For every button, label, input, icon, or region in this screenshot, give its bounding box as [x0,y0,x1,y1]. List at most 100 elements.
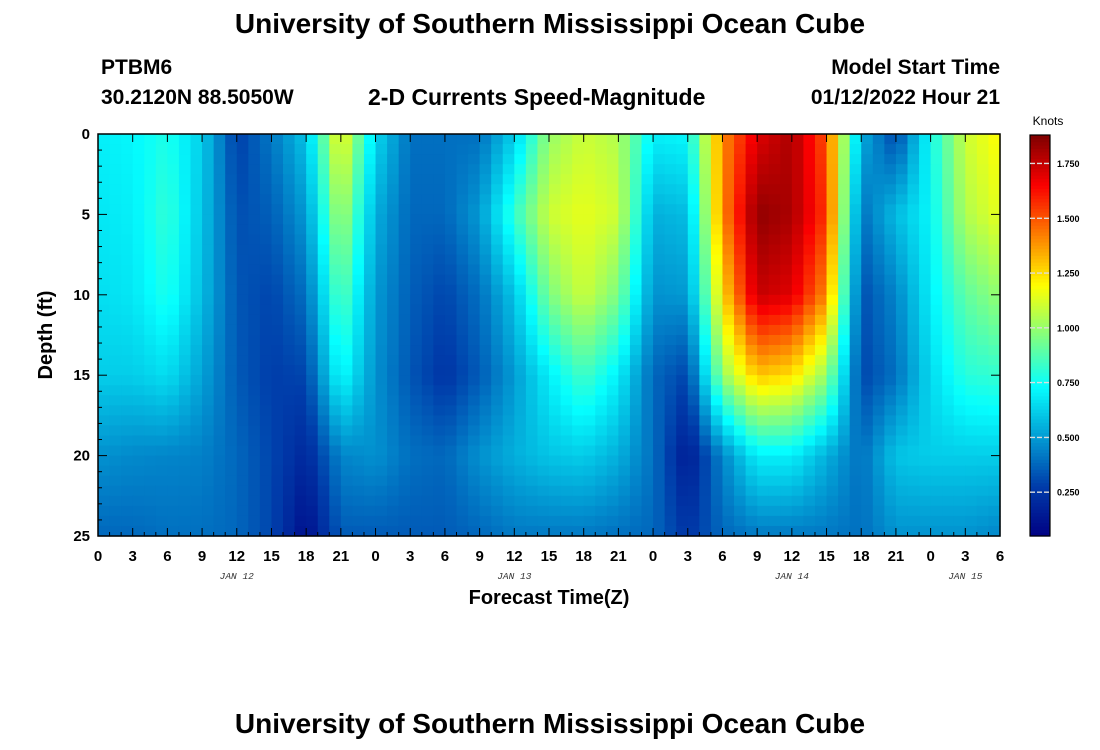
heatmap-cell [340,254,354,266]
heatmap-cell [803,335,816,346]
heatmap-cell [155,455,168,467]
heatmap-cell [699,184,712,195]
heatmap-cell [144,405,157,416]
heatmap-cell [248,204,261,215]
heatmap-cell [757,254,770,266]
heatmap-cell [155,254,168,266]
heatmap-cell [710,194,724,205]
heatmap-cell [849,485,862,497]
heatmap-cell [976,184,990,195]
heatmap-cell [433,144,446,155]
heatmap-cell [664,224,677,236]
heatmap-cell [884,274,897,286]
heatmap-cell [202,395,215,406]
heatmap-cell [121,525,134,537]
heatmap-cell [468,324,481,336]
heatmap-cell [144,234,157,246]
heatmap-cell [814,284,828,296]
heatmap-cell [560,264,573,276]
heatmap-cell [329,264,342,276]
y-tick-label: 0 [82,126,90,143]
heatmap-cell [757,324,770,336]
heatmap-cell [745,194,758,205]
heatmap-cell [919,455,932,467]
heatmap-cell [340,154,354,165]
heatmap-cell [653,224,666,236]
heatmap-cell [803,505,816,517]
heatmap-cell [572,184,585,195]
x-tick-label: 15 [818,548,835,565]
heatmap-cell [283,264,296,276]
heatmap-cell [549,405,562,416]
colorbar-swatch [1030,148,1050,153]
heatmap-cell [248,314,261,326]
heatmap-cell [468,184,481,195]
heatmap-cell [653,515,666,527]
heatmap-cell [456,224,469,236]
heatmap-cell [930,465,943,477]
heatmap-cell [248,274,261,286]
colorbar-swatch [1030,482,1050,487]
heatmap-cell [155,515,168,527]
heatmap-cell [976,134,990,145]
heatmap-cell [722,274,735,286]
heatmap-cell [340,164,354,175]
heatmap-cell [178,415,192,427]
heatmap-cell [641,505,654,517]
heatmap-cell [745,184,758,195]
heatmap-cell [502,154,515,165]
heatmap-cell [653,184,666,195]
heatmap-cell [236,234,249,246]
heatmap-cell [283,415,296,427]
heatmap-cell [317,254,330,266]
heatmap-cell [363,284,377,296]
heatmap-cell [629,224,643,236]
heatmap-cell [838,234,851,246]
heatmap-cell [676,154,689,165]
heatmap-cell [699,244,712,256]
heatmap-cell [826,495,839,507]
heatmap-cell [398,435,411,447]
colorbar-swatch [1030,398,1050,403]
heatmap-cell [283,355,296,366]
heatmap-cell [791,314,805,326]
heatmap-cell [780,194,793,205]
heatmap-cell [803,184,816,195]
x-tick-label: 6 [441,548,449,565]
heatmap-cell [641,475,654,487]
heatmap-cell [814,505,828,517]
heatmap-cell [132,244,145,256]
heatmap-cell [745,324,758,336]
heatmap-cell [861,144,874,155]
heatmap-cell [132,274,145,286]
heatmap-cell [757,395,770,406]
heatmap-cell [606,345,619,356]
heatmap-cell [491,495,504,507]
x-tick-label: 9 [475,548,483,565]
heatmap-cell [942,274,955,286]
heatmap-cell [329,164,342,175]
heatmap-cell [306,284,319,296]
heatmap-cell [930,304,943,316]
heatmap-cell [791,345,805,356]
heatmap-cell [699,204,712,215]
heatmap-cell [178,505,192,517]
heatmap-cell [444,144,458,155]
heatmap-cell [653,294,666,306]
heatmap-cell [375,375,388,386]
heatmap-cell [838,475,851,487]
y-tick-label: 25 [73,528,90,545]
heatmap-cell [132,324,145,336]
heatmap-cell [814,465,828,477]
heatmap-cell [236,455,249,467]
heatmap-cell [942,264,955,276]
heatmap-cell [317,304,330,316]
heatmap-cell [849,164,862,175]
heatmap-cell [340,264,354,276]
heatmap-cell [780,184,793,195]
heatmap-cell [826,264,839,276]
heatmap-cell [225,355,238,366]
heatmap-cell [468,365,481,376]
heatmap-cell [629,284,643,296]
heatmap-cell [988,445,1001,457]
